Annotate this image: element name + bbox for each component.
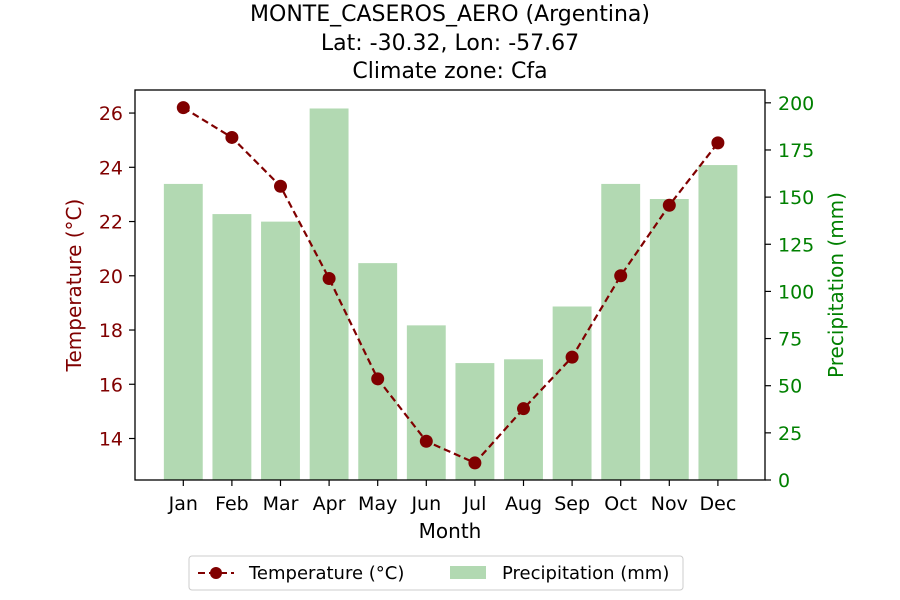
right-tick-label: 25 <box>778 423 802 445</box>
temperature-point-oct <box>614 269 628 283</box>
legend-precipitation-swatch <box>450 566 486 579</box>
legend-frame <box>188 555 684 591</box>
left-tick-label: 14 <box>99 429 123 451</box>
precipitation-bar-may <box>358 263 398 480</box>
legend-precipitation-label: Precipitation (mm) <box>502 563 669 584</box>
x-axis-ticks: Jan Feb Mar Apr May Jun Jul Aug Sep Oct Nov Dec <box>168 480 737 515</box>
temperature-point-aug <box>517 402 530 416</box>
precipitation-bar-sep <box>552 306 592 480</box>
right-tick-label: 150 <box>778 187 814 209</box>
precipitation-bar-feb <box>212 214 252 480</box>
precipitation-bar-oct <box>601 183 641 481</box>
right-tick-label: 50 <box>778 376 802 398</box>
temperature-point-mar <box>274 179 287 193</box>
legend: Temperature (°C) Precipitation (mm) <box>188 555 684 591</box>
temperature-point-apr <box>322 271 336 285</box>
legend-temperature-marker <box>210 567 222 579</box>
x-tick-label-jun: Jun <box>410 493 441 515</box>
title-line-station: MONTE_CASEROS_AERO (Argentina) <box>250 2 650 27</box>
left-tick-label: 18 <box>99 320 123 342</box>
left-axis-ticks: 14 16 18 20 22 24 26 <box>99 103 135 451</box>
x-tick-label-sep: Sep <box>554 493 590 515</box>
title-line-climate-zone: Climate zone: Cfa <box>352 59 547 84</box>
precipitation-bar-mar <box>261 221 300 480</box>
right-tick-label: 100 <box>778 281 814 303</box>
x-tick-label-feb: Feb <box>215 493 249 515</box>
right-axis-label: Precipitation (mm) <box>824 192 848 378</box>
temperature-series <box>176 101 725 470</box>
precipitation-bar-jun <box>406 325 446 480</box>
left-axis-label: Temperature (°C) <box>62 199 86 373</box>
right-tick-label: 125 <box>778 234 814 256</box>
x-tick-label-nov: Nov <box>651 493 688 515</box>
right-tick-label: 75 <box>778 329 802 351</box>
temperature-point-jan <box>176 101 190 115</box>
temperature-point-sep <box>565 350 579 364</box>
right-tick-label: 175 <box>778 140 814 162</box>
temperature-point-nov <box>662 198 676 212</box>
temperature-point-may <box>371 372 385 386</box>
precipitation-bars <box>163 108 738 481</box>
x-tick-label-jan: Jan <box>168 493 198 515</box>
title-line-coordinates: Lat: -30.32, Lon: -57.67 <box>321 31 579 56</box>
left-tick-label: 16 <box>99 374 123 396</box>
x-tick-label-dec: Dec <box>700 493 737 515</box>
precipitation-bar-dec <box>698 165 738 480</box>
right-tick-label: 200 <box>778 93 814 115</box>
left-tick-label: 20 <box>99 266 123 288</box>
temperature-line <box>182 106 719 465</box>
legend-temperature-label: Temperature (°C) <box>248 563 404 584</box>
left-tick-label: 26 <box>99 103 123 125</box>
x-tick-label-may: May <box>358 493 397 515</box>
x-tick-label-aug: Aug <box>505 493 542 515</box>
x-tick-label-apr: Apr <box>313 493 346 515</box>
temperature-point-feb <box>225 130 239 144</box>
precipitation-bar-apr <box>309 108 349 480</box>
precipitation-bar-nov <box>649 199 689 480</box>
x-tick-label-jul: Jul <box>462 493 486 515</box>
left-tick-label: 22 <box>99 212 123 234</box>
temperature-point-dec <box>711 136 725 150</box>
right-axis-ticks: 0 25 50 75 100 125 150 175 200 <box>765 93 814 492</box>
x-axis-label: Month <box>419 519 482 543</box>
right-tick-label: 0 <box>778 470 790 492</box>
left-tick-label: 24 <box>99 157 123 179</box>
temperature-point-jun <box>419 434 433 448</box>
plot-frame <box>134 89 766 481</box>
precipitation-bar-aug <box>504 359 543 480</box>
x-tick-label-mar: Mar <box>263 493 299 515</box>
precipitation-bar-jan <box>163 183 203 481</box>
temperature-point-jul <box>468 456 482 470</box>
x-tick-label-oct: Oct <box>604 493 637 515</box>
chart-title: MONTE_CASEROS_AERO (Argentina) Lat: -30.… <box>250 2 650 84</box>
